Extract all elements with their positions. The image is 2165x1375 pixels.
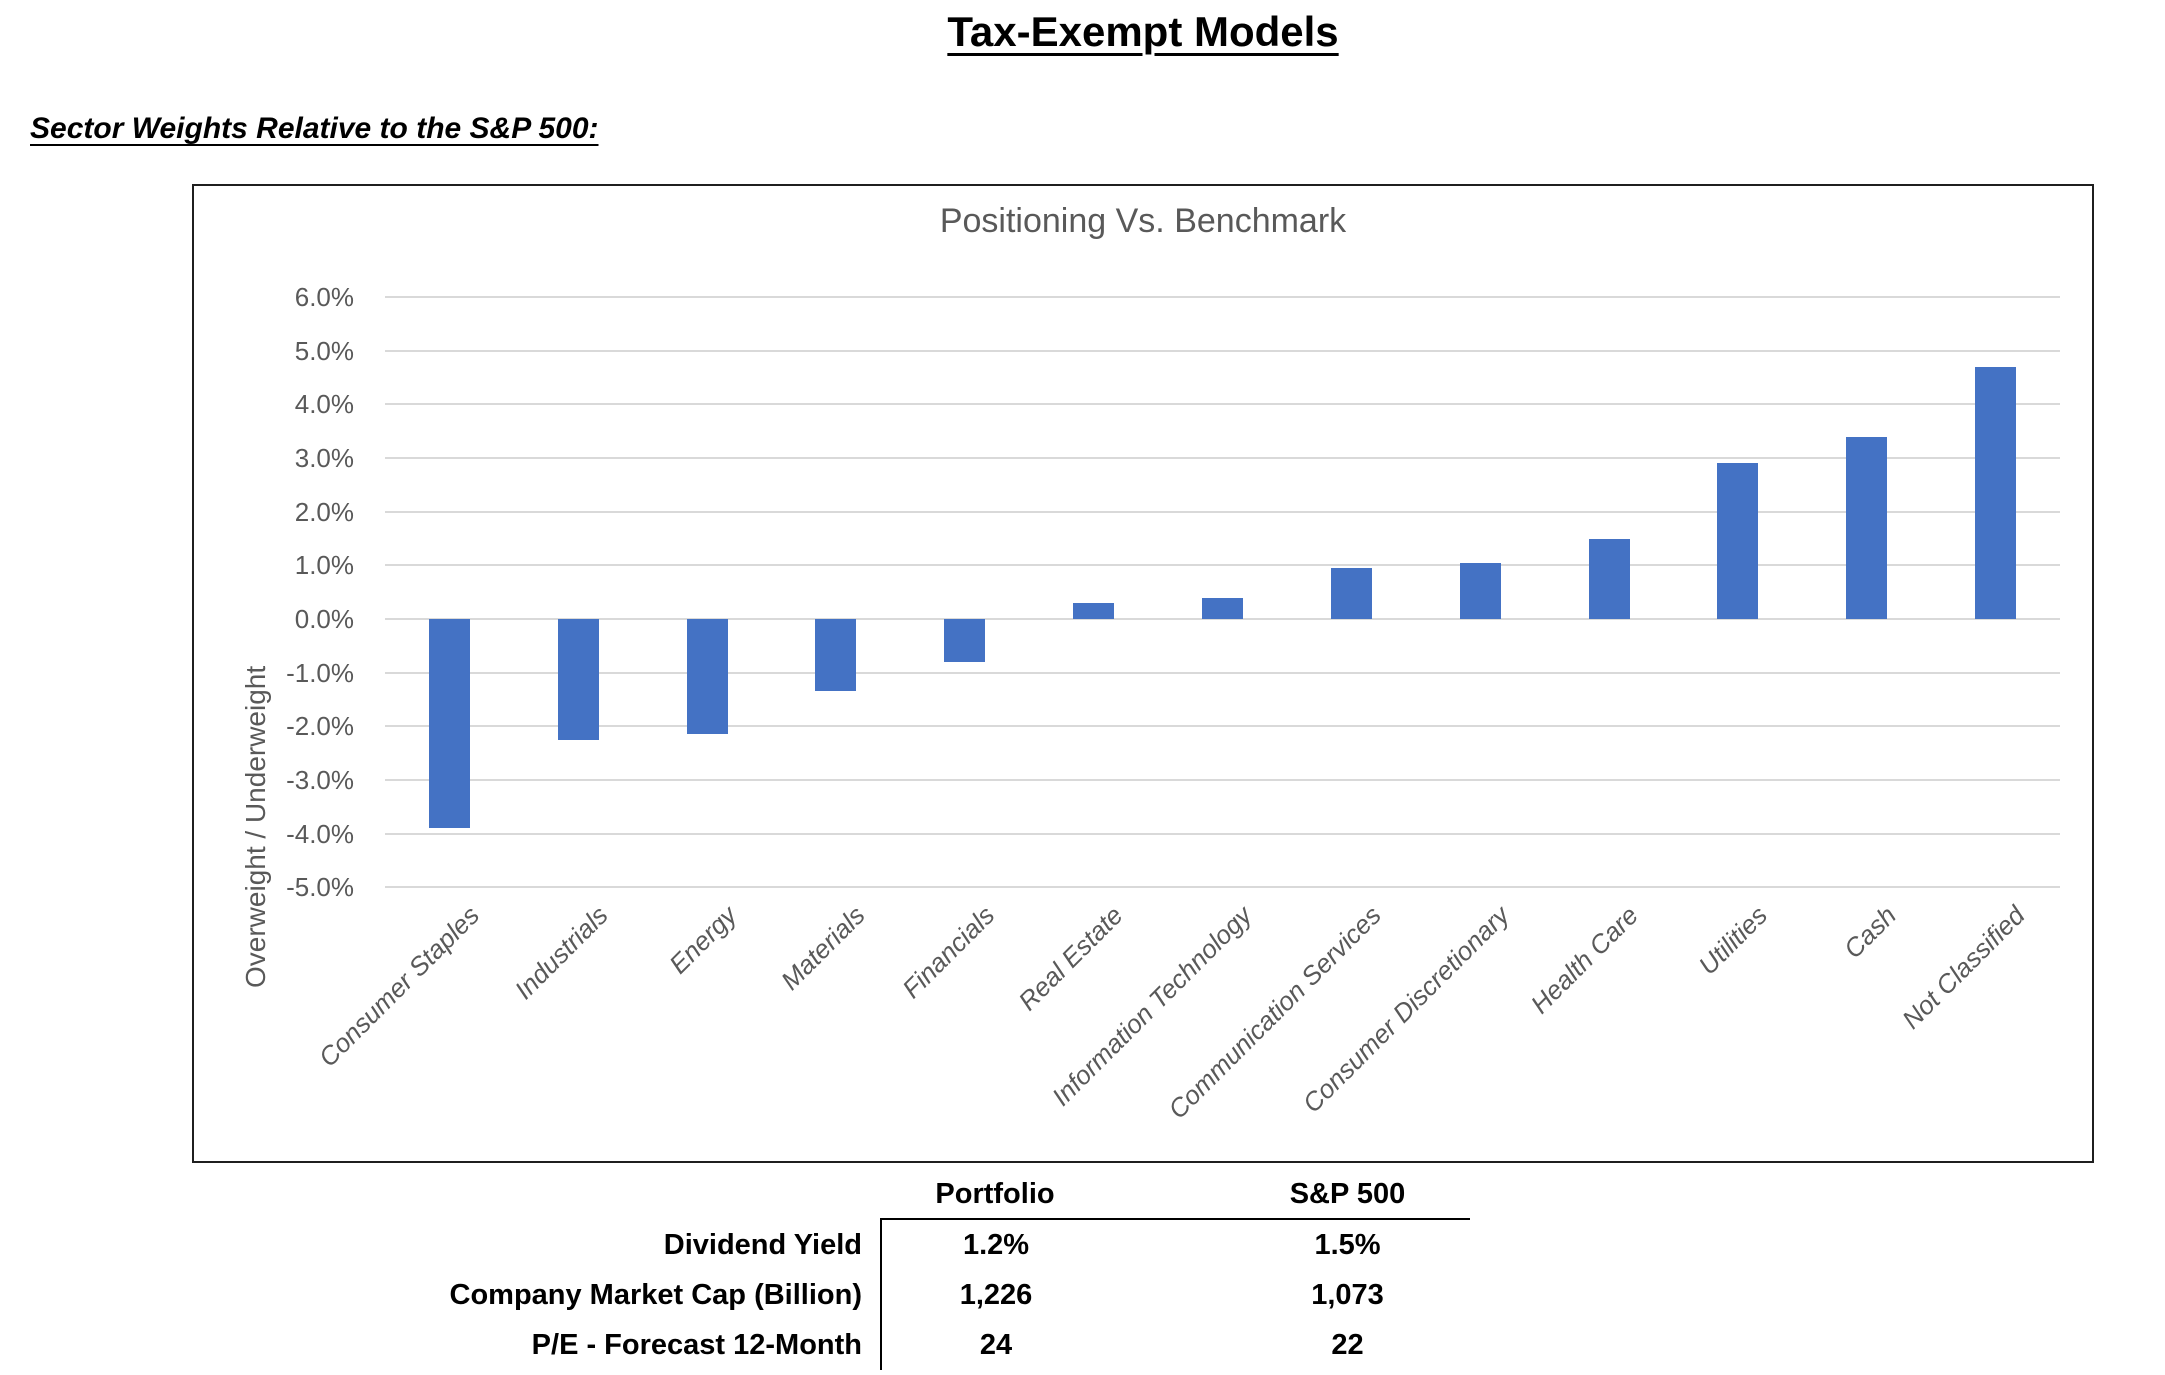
x-category-label: Energy (662, 900, 743, 980)
gridline (385, 510, 2060, 513)
stats-col-header-sp500: S&P 500 (1110, 1170, 1470, 1220)
x-category-label: Industrials (508, 900, 614, 1006)
y-tick-label: 5.0% (294, 335, 354, 366)
page-title-text: Tax-Exempt Models (947, 8, 1339, 55)
x-category-label: Utilities (1692, 900, 1774, 981)
bar-communication-services (1330, 568, 1372, 619)
stats-portfolio-value-2: 24 (880, 1320, 1110, 1370)
y-tick-label: 4.0% (294, 389, 354, 420)
gridline (385, 618, 2060, 620)
stats-sp500-value-0: 1.5% (1314, 1228, 1381, 1261)
y-tick-label: -4.0% (286, 818, 354, 849)
bar-energy (686, 619, 728, 735)
bar-real-estate (1073, 602, 1115, 619)
bar-health-care (1588, 538, 1630, 619)
stats-sp500-value-2: 22 (1331, 1328, 1364, 1361)
x-category-label: Real Estate (1012, 900, 1129, 1017)
gridline (385, 671, 2060, 674)
plot-area: 6.0% 5.0% 4.0% 3.0% 2.0% 1.0% 0.0% -1.0% -2.0% -3… (194, 186, 2092, 1161)
bar-information-technology (1202, 597, 1243, 619)
y-tick-label: -3.0% (286, 764, 354, 795)
stats-row-label-1: Company Market Cap (Billion) (449, 1278, 863, 1311)
stats-col-header-portfolio: Portfolio (880, 1170, 1110, 1220)
x-category-label: Not Classified (1896, 900, 2031, 1035)
y-tick-label: 3.0% (294, 443, 354, 474)
bar-materials (815, 619, 857, 692)
bar-cash (1846, 436, 1888, 619)
bar-industrials (557, 619, 599, 740)
y-tick-label: -5.0% (286, 872, 354, 903)
bar-financials (944, 619, 986, 662)
x-category-label: Consumer Staples (312, 900, 485, 1073)
x-category-label: Materials (775, 900, 872, 996)
x-category-label: Communication Services (1162, 900, 1387, 1125)
y-tick-label: -2.0% (286, 711, 354, 742)
stats-table: Portfolio S&P 500 Dividend Yield 1.2% 1.5%… (390, 1170, 1470, 1370)
gridline (385, 564, 2060, 567)
x-category-label: Health Care (1524, 900, 1645, 1020)
stats-row-label-0: Dividend Yield (663, 1228, 862, 1261)
stats-portfolio-value-0: 1.2% (880, 1220, 1110, 1270)
stats-portfolio-value-1: 1,226 (880, 1270, 1110, 1320)
bar-consumer-discretionary (1459, 562, 1501, 619)
stats-sp500-value-1: 1,073 (1311, 1278, 1384, 1311)
chart-title: Positioning Vs. Benchmark (939, 202, 1347, 240)
bar-consumer-staples (428, 619, 470, 829)
bar-not-classified (1975, 366, 2017, 619)
page-title: Tax-Exempt Models (192, 8, 2094, 56)
gridline (385, 349, 2060, 352)
gridline (385, 457, 2060, 460)
gridline (385, 832, 2060, 835)
gridline (385, 403, 2060, 406)
x-category-label: Cash (1837, 900, 1902, 965)
y-tick-label: 1.0% (294, 550, 354, 581)
positioning-chart: Positioning Vs. Benchmark Overweight / U… (192, 184, 2094, 1163)
y-tick-label: 2.0% (294, 496, 354, 527)
gridline (385, 725, 2060, 728)
x-category-label: Consumer Discretionary (1297, 900, 1516, 1119)
y-tick-label: 0.0% (294, 604, 354, 634)
y-tick-label: -1.0% (286, 657, 354, 688)
x-category-label: Financials (896, 900, 1001, 1004)
gridline (385, 886, 2060, 889)
stats-table-corner (390, 1170, 880, 1220)
y-tick-label: 6.0% (294, 282, 354, 313)
page-subtitle: Sector Weights Relative to the S&P 500: (30, 112, 599, 145)
gridline (385, 778, 2060, 781)
stats-row-label-2: P/E - Forecast 12-Month (531, 1328, 862, 1361)
gridline (385, 296, 2060, 299)
bar-utilities (1717, 463, 1759, 619)
